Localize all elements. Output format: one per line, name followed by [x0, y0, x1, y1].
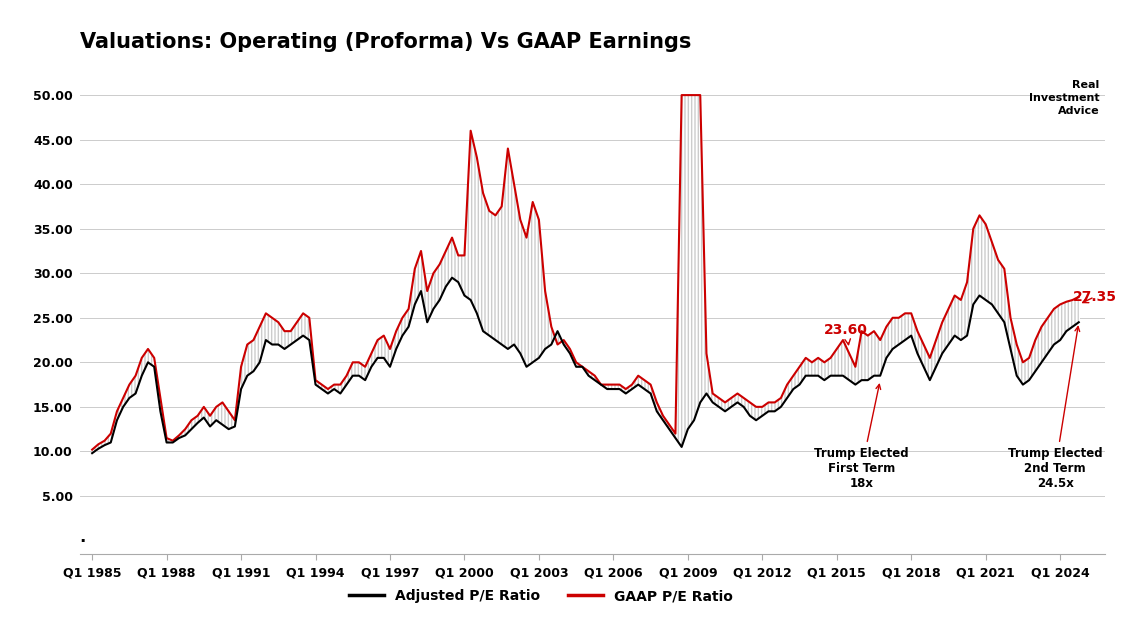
Text: Trump Elected
First Term
18x: Trump Elected First Term 18x — [814, 384, 909, 490]
Text: ·: · — [80, 533, 87, 551]
Legend: Adjusted P/E Ratio, GAAP P/E Ratio: Adjusted P/E Ratio, GAAP P/E Ratio — [344, 583, 738, 609]
Text: 23.60: 23.60 — [825, 323, 868, 345]
Text: Real
Investment
Advice: Real Investment Advice — [1029, 80, 1099, 116]
Text: Valuations: Operating (Proforma) Vs GAAP Earnings: Valuations: Operating (Proforma) Vs GAAP… — [80, 32, 691, 52]
Text: Trump Elected
2nd Term
24.5x: Trump Elected 2nd Term 24.5x — [1008, 327, 1103, 490]
Text: 27.35: 27.35 — [1073, 290, 1116, 304]
